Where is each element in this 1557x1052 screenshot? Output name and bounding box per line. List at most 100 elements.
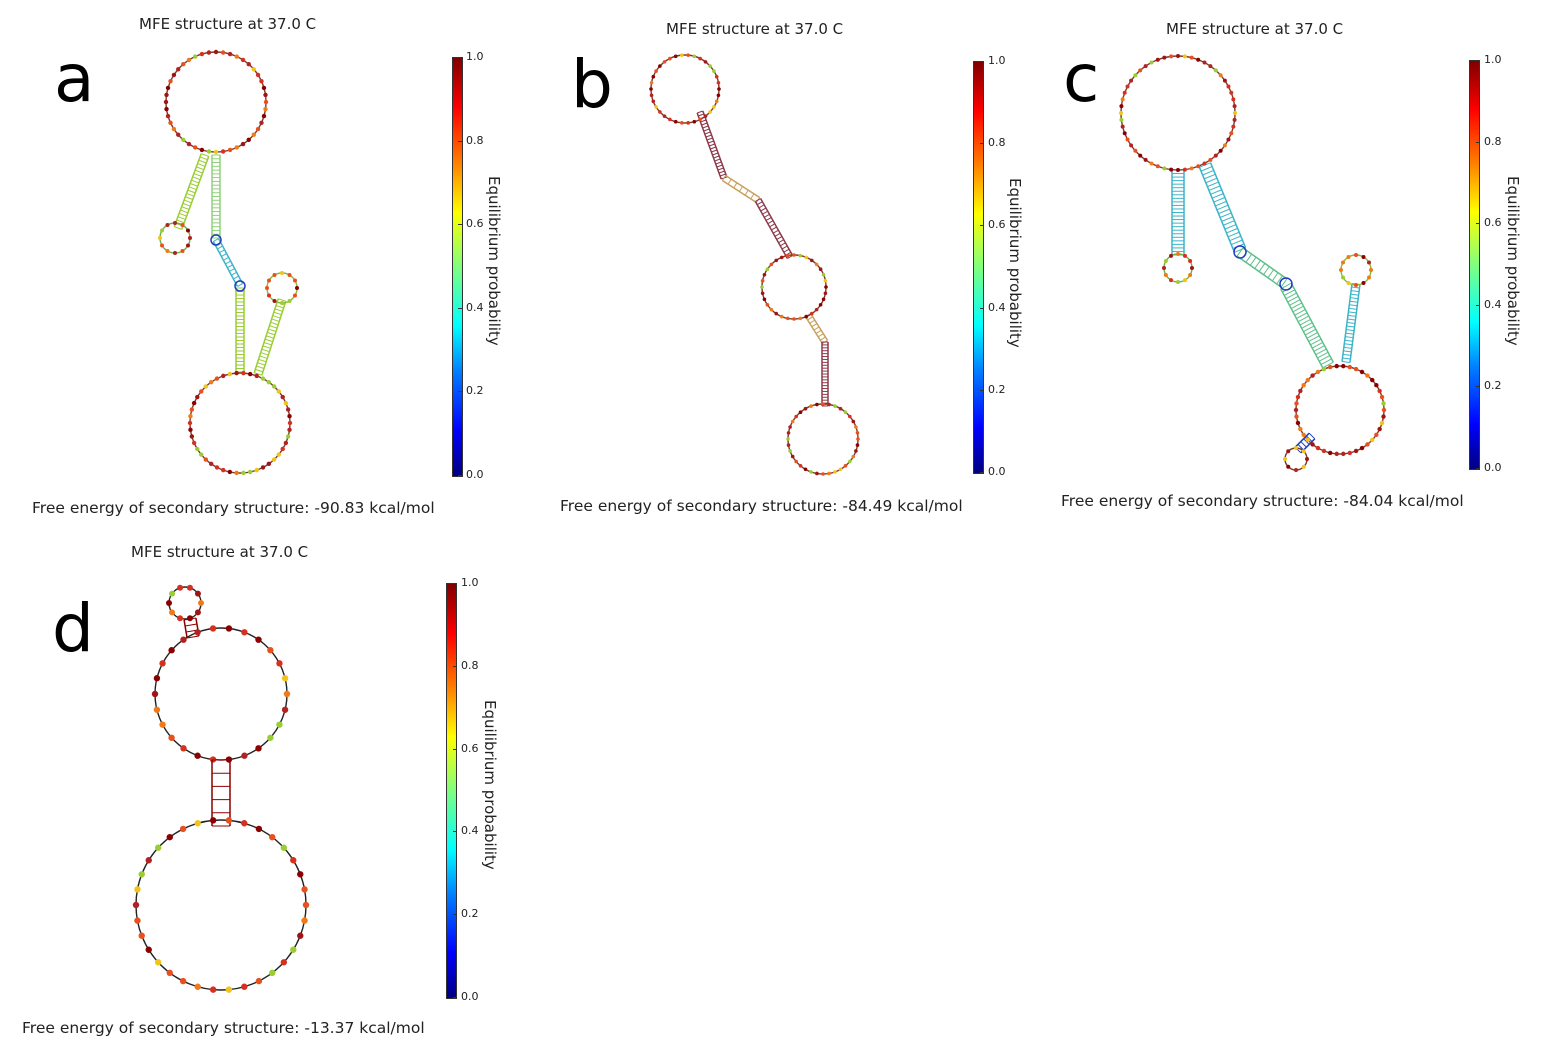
c-stem-3-base-pair [1311, 341, 1324, 349]
c-loop-right-nucleotide [1346, 255, 1351, 260]
c-loop-bottom-nucleotide [1359, 369, 1365, 375]
c-loop-top-nucleotide [1138, 68, 1143, 73]
d-stem-top-base-pair [183, 617, 197, 621]
c-loop-top-nucleotide [1119, 104, 1124, 109]
a-loop-left-nucleotide [165, 223, 170, 228]
a-stem-right-base-pair [272, 315, 281, 319]
b-loop-bottom-nucleotide [833, 404, 837, 408]
b-stem-3-base-pair [758, 204, 765, 209]
c-stem-3-base-pair [1280, 282, 1292, 290]
a-loop-right-nucleotide [280, 271, 284, 275]
panel-c-colorbar-tick: 1.0 [1476, 53, 1502, 66]
c-stem-right-base-pair [1346, 325, 1355, 328]
a-stem-mid-base-pair [227, 264, 233, 269]
c-loop-top-nucleotide [1208, 64, 1213, 69]
panel-d-colorbar-tick: 0.2 [453, 907, 479, 921]
c-loop-right-nucleotide [1361, 255, 1366, 260]
c-loop-top-nucleotide [1226, 84, 1231, 89]
a-loop-bottom-nucleotide [287, 427, 292, 433]
c-stem-3-base-pair [1301, 322, 1313, 329]
b-stem-4-base-pair [815, 329, 822, 334]
c-loop-top-nucleotide [1162, 55, 1167, 60]
d-loop-hairpin-nucleotide [169, 590, 176, 597]
a-loop-right-nucleotide [280, 301, 284, 305]
panel-d-letter: d [52, 590, 94, 667]
a-loop-bottom-nucleotide [189, 434, 195, 439]
a-stem-left-base-pair [177, 216, 186, 220]
c-loop-left-nucleotide [1163, 273, 1168, 277]
c-loop-bottom-nucleotide [1301, 383, 1306, 388]
d-stem-top-strand [183, 619, 188, 639]
d-loop-upper-nucleotide [255, 745, 262, 752]
a-stem-right-base-pair [258, 358, 267, 363]
b-loop-bottom-nucleotide [821, 402, 825, 406]
c-loop-bottom-nucleotide [1321, 448, 1327, 454]
b-loop-mid-nucleotide [814, 307, 819, 312]
c-loop-top-nucleotide [1119, 111, 1123, 115]
c-stem-3-base-pair [1283, 289, 1296, 296]
d-loop-upper-nucleotide [276, 660, 283, 667]
c-loop-small-nucleotide [1286, 464, 1291, 469]
c-stem-2-base-pair [1271, 272, 1279, 282]
d-loop-hairpin-nucleotide [169, 609, 176, 616]
b-loop-mid-nucleotide [809, 311, 814, 316]
d-loop-upper-nucleotide [267, 734, 274, 741]
panel-a-colorbar-tick: 0.2 [458, 384, 484, 398]
b-loop-top-nucleotide [673, 119, 678, 124]
d-loop-lower-nucleotide [297, 932, 304, 939]
a-loop-top-nucleotide [168, 79, 173, 84]
a-loop-top-nucleotide [181, 137, 186, 142]
a-loop-top-nucleotide [193, 145, 198, 150]
d-loop-lower-nucleotide [225, 986, 233, 993]
b-loop-bottom-nucleotide [798, 464, 803, 468]
panel-b-colorbar-tick: 0.2 [980, 382, 1006, 396]
c-loop-top-nucleotide [1226, 137, 1231, 142]
c-loop-bottom-nucleotide [1381, 401, 1386, 406]
d-loop-hairpin-nucleotide [177, 584, 184, 591]
c-loop-small-nucleotide [1301, 464, 1306, 469]
a-stem-right-base-pair [275, 305, 284, 309]
c-stem-1-base-pair [1223, 220, 1235, 226]
panel-b-colorbar-tick: 0.8 [980, 136, 1006, 150]
b-loop-top-nucleotide [662, 60, 667, 64]
c-loop-top-nucleotide [1176, 168, 1180, 172]
c-loop-right-nucleotide [1346, 280, 1351, 285]
c-loop-top-nucleotide [1222, 143, 1227, 148]
c-loop-bottom-nucleotide [1347, 450, 1352, 456]
d-loop-upper-nucleotide [255, 636, 262, 643]
a-stem-left-base-pair [185, 196, 193, 200]
a-stem-left-base-pair [198, 159, 207, 164]
c-loop-top-nucleotide [1196, 164, 1201, 169]
b-loop-mid-nucleotide [823, 278, 828, 283]
c-loop-top-nucleotide [1129, 143, 1134, 148]
b-stem-3-base-pair [778, 239, 784, 244]
c-loop-bottom-nucleotide [1310, 373, 1315, 378]
b-stem-3-base-pair [772, 229, 779, 234]
c-loop-bottom-nucleotide [1374, 383, 1379, 388]
a-loop-left-nucleotide [160, 243, 165, 248]
b-stem-2-base-pair [738, 186, 744, 192]
panel-c-energy: Free energy of secondary structure: -84.… [1061, 492, 1464, 510]
d-loop-lower-nucleotide [145, 946, 152, 953]
a-loop-bottom-nucleotide [283, 440, 289, 446]
d-loop-lower-nucleotide [179, 977, 187, 985]
panel-a-colorbar-tick: 0.0 [458, 468, 484, 481]
a-stem-left-base-pair [190, 183, 198, 187]
c-stem-3-base-pair [1308, 335, 1320, 342]
c-loop-top-nucleotide [1133, 73, 1138, 78]
a-stem-left-base-pair [191, 179, 200, 184]
b-loop-top-nucleotide [698, 117, 702, 122]
c-loop-top-nucleotide [1162, 166, 1167, 171]
c-stem-1-base-pair [1213, 197, 1226, 203]
a-loop-left-nucleotide [185, 243, 190, 248]
c-loop-top-nucleotide [1120, 124, 1125, 129]
c-stem-2-base-pair [1263, 266, 1270, 275]
c-loop-bottom-nucleotide [1370, 377, 1375, 383]
b-loop-mid-nucleotide [792, 317, 796, 321]
b-loop-bottom-nucleotide [790, 454, 795, 459]
b-loop-bottom-nucleotide [855, 443, 860, 447]
panel-a-title: MFE structure at 37.0 C [139, 15, 317, 33]
b-stem-1-base-pair [698, 113, 705, 117]
c-loop-top-nucleotide [1129, 78, 1134, 83]
c-stem-right-base-pair [1350, 293, 1359, 296]
